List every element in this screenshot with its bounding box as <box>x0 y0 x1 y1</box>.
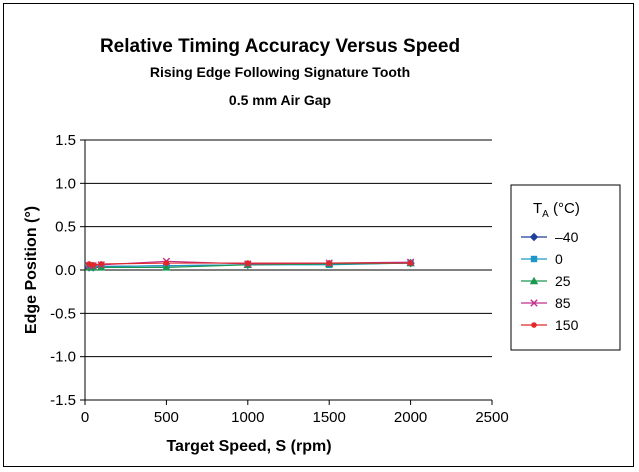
series-2-point-3 <box>162 263 171 271</box>
legend-item-2: 25 <box>521 273 571 289</box>
legend-title-main: T <box>533 200 542 217</box>
legend-box <box>510 184 621 351</box>
x-tick-label-0: 0 <box>81 409 89 426</box>
y-tick-label-6: -1.5 <box>50 392 76 409</box>
y-tick-label-4: -0.5 <box>50 305 76 322</box>
legend-title: TA (°C) <box>533 200 580 220</box>
legend-swatch-marker-3 <box>530 299 538 307</box>
legend-item-1: 0 <box>521 251 563 267</box>
legend-label-3: 85 <box>555 295 571 311</box>
legend-label-1: 0 <box>555 251 563 267</box>
series-layer <box>84 257 415 272</box>
chart-frame <box>3 3 634 467</box>
legend-swatch-marker-3-stroke-b <box>530 299 538 307</box>
series-4-point-3 <box>163 260 170 266</box>
legend-swatch-marker-0 <box>529 232 539 242</box>
x-tick-label-4: 2000 <box>394 409 427 426</box>
series-2-point-2 <box>97 263 106 271</box>
x-tick-label-5: 2500 <box>475 409 508 426</box>
legend-title-subscript: A <box>542 209 549 220</box>
x-tick-label-3: 1500 <box>313 409 346 426</box>
series-4-point-5 <box>326 260 333 266</box>
y-axis-label: Edge Position (°) <box>23 206 40 334</box>
legend-swatch-marker-2 <box>529 276 539 285</box>
y-tick-label-3: 0.0 <box>55 262 76 279</box>
y-tick-label-2: 0.5 <box>55 219 76 236</box>
legend-title-unit: (°C) <box>549 200 580 217</box>
legend-item-3: 85 <box>521 295 571 311</box>
series-4-point-4 <box>245 260 251 266</box>
series-4-point-2 <box>98 261 105 267</box>
x-tick-labels: 0 500 1000 1500 2000 2500 <box>81 400 509 426</box>
chart-subtitle-2: 0.5 mm Air Gap <box>229 92 331 108</box>
x-tick-label-2: 1000 <box>231 409 264 426</box>
chart-subtitle: Rising Edge Following Signature Tooth <box>150 64 410 80</box>
legend-item-0: –40 <box>521 229 579 245</box>
legend-label-0: –40 <box>555 229 579 245</box>
series-4-point-1 <box>90 262 96 268</box>
x-tick-label-1: 500 <box>154 409 179 426</box>
grid-lines <box>85 139 492 401</box>
y-tick-label-5: -1.0 <box>50 349 76 366</box>
y-tick-label-1: 1.0 <box>55 175 76 192</box>
legend-swatch-marker-1 <box>530 255 538 263</box>
y-tick-label-0: 1.5 <box>55 132 76 149</box>
legend-label-4: 150 <box>555 317 579 333</box>
series-4-point-6 <box>407 260 414 266</box>
y-tick-labels: 1.5 1.0 0.5 0.0 -0.5 -1.0 -1.5 <box>50 132 85 409</box>
x-axis-label: Target Speed, S (rpm) <box>166 438 331 455</box>
legend-item-4: 150 <box>521 317 579 333</box>
legend-label-2: 25 <box>555 273 571 289</box>
legend-swatch-marker-4 <box>531 322 537 328</box>
legend-items: –40 0 25 85 150 <box>521 229 579 333</box>
legend: TA (°C) –40 0 25 85 150 <box>510 184 621 351</box>
series-4 <box>86 260 414 268</box>
chart-title: Relative Timing Accuracy Versus Speed <box>100 36 460 57</box>
